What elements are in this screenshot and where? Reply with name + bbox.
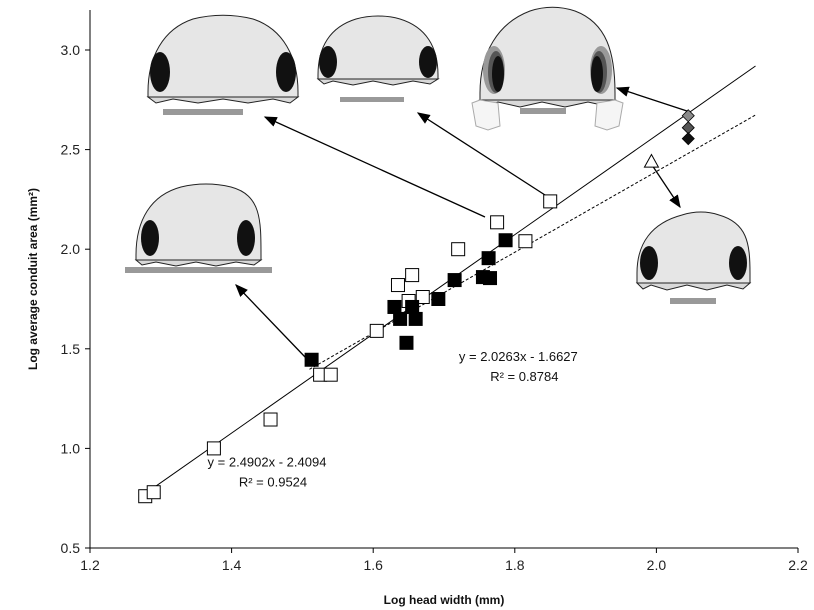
open-square-point — [543, 194, 558, 209]
pointer-arrows — [235, 86, 691, 359]
filled-square-point — [387, 299, 402, 314]
skull-right-icon — [635, 211, 752, 304]
open-square-point — [206, 441, 221, 456]
open-square-point — [415, 290, 430, 305]
filled-square-point — [481, 251, 496, 266]
x-tick-label: 2.2 — [788, 557, 808, 573]
x-tick-label: 1.8 — [505, 557, 525, 573]
x-ticks: 1.2 1.4 1.6 1.8 2.0 2.2 — [80, 548, 808, 573]
y-tick-label: 1.0 — [61, 440, 81, 456]
arrow-left-mid — [235, 284, 307, 359]
regression-equation: y = 2.4902x - 2.4094 — [208, 454, 327, 469]
skull-insets — [125, 6, 752, 304]
filled-square-point — [431, 292, 446, 306]
diamond-point — [681, 132, 695, 146]
filled-square-point — [405, 299, 420, 314]
skull-left-mid-icon — [125, 183, 272, 273]
y-tick-label: 3.0 — [61, 42, 81, 58]
equation-annotations: y = 2.0263x - 1.6627 R² = 0.8784 y = 2.490… — [208, 349, 578, 490]
x-tick-label: 1.2 — [80, 557, 100, 573]
axes: 1.2 1.4 1.6 1.8 2.0 2.2 0.5 1.0 1.5 2.0 2.5 3.0 — [61, 10, 808, 573]
open-square-point — [323, 367, 338, 382]
r-squared-label: R² = 0.9524 — [239, 474, 307, 489]
y-tick-label: 0.5 — [61, 540, 81, 556]
skull-top-left-icon — [146, 14, 300, 115]
arrow-top-mid — [416, 112, 546, 196]
x-tick-label: 1.4 — [222, 557, 242, 573]
x-tick-label: 1.6 — [363, 557, 383, 573]
open-square-point — [390, 278, 405, 293]
x-tick-label: 2.0 — [647, 557, 667, 573]
data-points — [138, 109, 695, 504]
filled-square-point — [399, 335, 414, 350]
open-square-point — [518, 234, 533, 249]
filled-square-point — [393, 311, 408, 326]
trendline-solid — [139, 65, 756, 498]
y-tick-label: 1.5 — [61, 341, 81, 357]
y-tick-label: 2.0 — [61, 241, 81, 257]
y-axis-title: Log average conduit area (mm²) — [26, 188, 40, 370]
arrow-right — [651, 164, 681, 209]
filled-square-point — [304, 352, 319, 367]
triangle-point — [643, 153, 660, 168]
diamond-point — [681, 109, 695, 123]
regression-equation: y = 2.0263x - 1.6627 — [459, 349, 578, 364]
filled-square-point — [483, 271, 498, 286]
filled-square-point — [498, 233, 513, 248]
open-square-point — [369, 323, 384, 338]
open-square-point — [263, 412, 278, 427]
filled-square-point — [408, 311, 423, 326]
open-square-point — [490, 215, 505, 230]
r-squared-label: R² = 0.8784 — [490, 369, 558, 384]
y-ticks: 0.5 1.0 1.5 2.0 2.5 3.0 — [61, 42, 90, 556]
x-axis-title: Log head width (mm) — [384, 593, 505, 607]
arrow-top-left — [263, 116, 486, 218]
diamond-point — [681, 121, 695, 135]
y-tick-label: 2.5 — [61, 142, 81, 158]
skull-top-mid-icon — [316, 15, 440, 102]
open-square-point — [451, 242, 466, 257]
open-square-point — [405, 268, 420, 283]
skull-top-right-icon — [471, 6, 624, 131]
arrow-top-right — [615, 86, 691, 113]
open-square-point — [146, 485, 161, 500]
trendline-dashed — [309, 114, 756, 370]
filled-square-point — [447, 273, 462, 288]
trendlines — [139, 65, 756, 498]
